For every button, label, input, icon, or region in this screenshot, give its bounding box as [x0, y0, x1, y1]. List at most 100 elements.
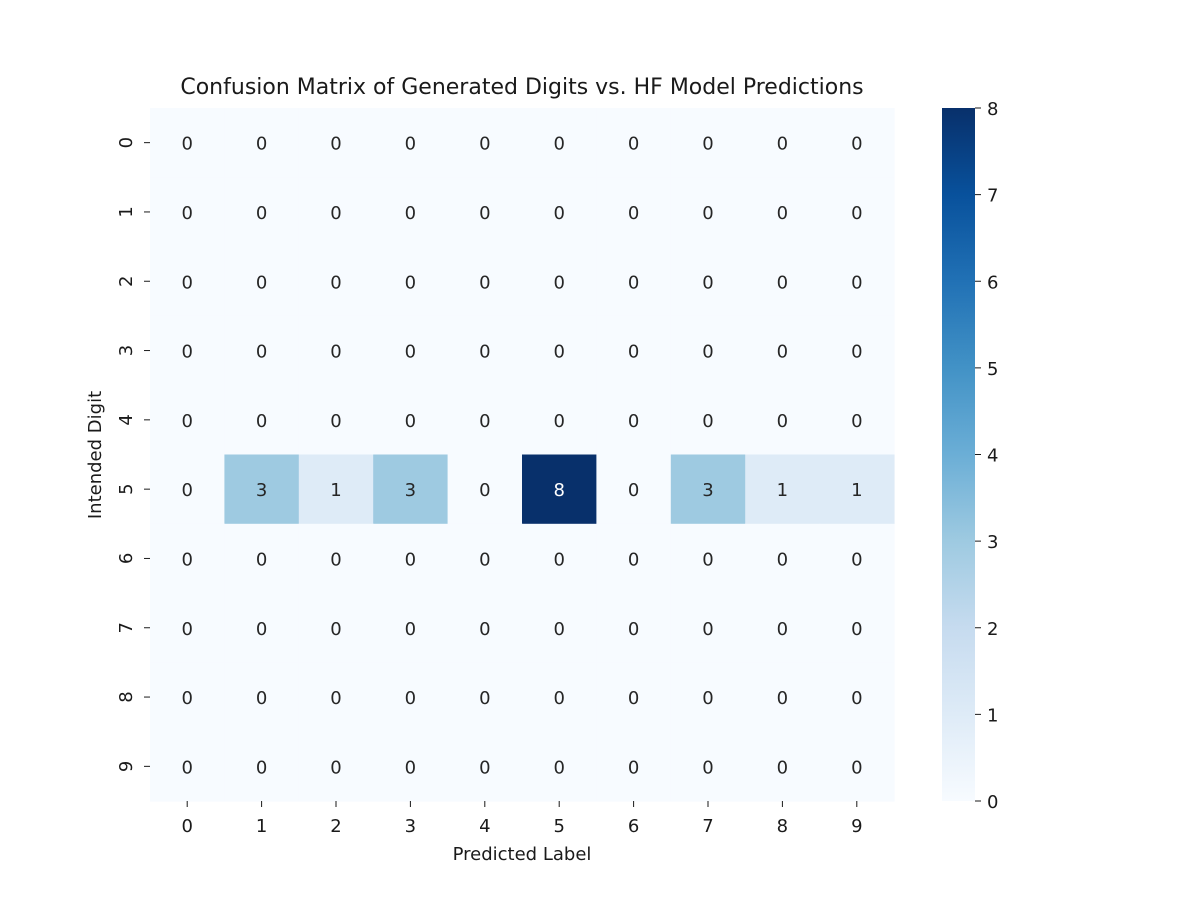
heatmap-cell	[819, 246, 895, 317]
heatmap-cell	[150, 593, 225, 663]
heatmap-cell	[447, 177, 523, 248]
cell-value-label: 0	[702, 619, 713, 640]
colorbar-tick-label: 5	[987, 359, 998, 380]
cell-value-label: 0	[181, 411, 192, 432]
cell-value-label: 3	[256, 480, 267, 501]
cell-value-label: 0	[256, 688, 267, 709]
heatmap-cell	[150, 731, 225, 802]
cell-value-label: 0	[405, 757, 416, 778]
heatmap-cell	[596, 662, 672, 733]
cell-value-label: 0	[479, 342, 490, 363]
cell-value-label: 0	[256, 411, 267, 432]
cell-value-label: 0	[702, 757, 713, 778]
heatmap-cell	[150, 662, 225, 733]
cell-value-label: 0	[479, 134, 490, 155]
cell-value-label: 0	[553, 549, 564, 570]
y-tick-label: 8	[116, 691, 137, 702]
heatmap-cell	[745, 177, 821, 248]
cell-value-label: 0	[851, 688, 862, 709]
cell-value-label: 0	[851, 549, 862, 570]
heatmap-cell	[745, 108, 821, 178]
heatmap-cell	[819, 315, 895, 386]
heatmap-cell	[298, 385, 374, 456]
heatmap-cell	[150, 177, 225, 248]
x-axis-label: Predicted Label	[453, 844, 592, 865]
cell-value-label: 0	[256, 342, 267, 363]
cell-value-label: 0	[777, 619, 788, 640]
heatmap-cell	[224, 731, 300, 802]
cell-value-label: 0	[553, 411, 564, 432]
heatmap-cell	[670, 315, 746, 386]
cell-value-label: 0	[851, 272, 862, 293]
cell-value-label: 0	[702, 411, 713, 432]
x-tick-label: 4	[479, 816, 490, 837]
heatmap-cell	[745, 454, 821, 525]
cell-value-label: 0	[851, 203, 862, 224]
cell-value-label: 0	[479, 688, 490, 709]
y-axis-label: Intended Digit	[85, 391, 106, 519]
cell-value-label: 0	[777, 549, 788, 570]
cell-value-label: 0	[479, 480, 490, 501]
heatmap-cell	[150, 108, 225, 178]
cell-value-label: 0	[777, 272, 788, 293]
cell-value-label: 0	[181, 203, 192, 224]
heatmap-cell	[522, 523, 597, 594]
colorbar-tick-label: 3	[987, 532, 998, 553]
heatmap-cell	[150, 454, 225, 525]
heatmap-cell	[596, 108, 672, 178]
cell-value-label: 0	[553, 272, 564, 293]
cell-value-label: 0	[479, 549, 490, 570]
heatmap-cell	[596, 315, 672, 386]
x-tick-label: 8	[777, 816, 788, 837]
y-tick-label: 5	[116, 483, 137, 494]
cell-value-label: 0	[553, 688, 564, 709]
heatmap-cell	[447, 315, 523, 386]
x-tick-label: 6	[628, 816, 639, 837]
colorbar-tick-label: 7	[987, 186, 998, 207]
heatmap-cell	[447, 454, 523, 525]
cell-value-label: 0	[181, 134, 192, 155]
cell-value-label: 0	[702, 272, 713, 293]
cell-value-label: 0	[851, 134, 862, 155]
heatmap-cell	[522, 385, 597, 456]
heatmap-cell	[522, 454, 597, 525]
cell-value-label: 0	[628, 342, 639, 363]
cell-value-label: 0	[330, 688, 341, 709]
y-axis-ticks: 0 1 2 3 4 5 6 7 8 9	[116, 137, 150, 772]
cell-value-label: 0	[702, 549, 713, 570]
heatmap-cell	[670, 662, 746, 733]
heatmap-cell	[373, 246, 449, 317]
heatmap-cell	[373, 108, 449, 178]
heatmap-cell	[670, 593, 746, 663]
heatmap-cell	[819, 108, 895, 178]
y-tick-label: 1	[116, 206, 137, 217]
heatmap-cell	[447, 246, 523, 317]
heatmap-cell	[745, 523, 821, 594]
heatmap-cell	[373, 454, 449, 525]
cell-value-label: 0	[181, 480, 192, 501]
heatmap-cell	[522, 731, 597, 802]
heatmap-cell	[819, 662, 895, 733]
heatmap-cell	[596, 177, 672, 248]
cell-value-label: 0	[330, 342, 341, 363]
colorbar-tick-label: 1	[987, 705, 998, 726]
x-tick-label: 3	[405, 816, 416, 837]
x-tick-label: 7	[702, 816, 713, 837]
heatmap-cell	[298, 731, 374, 802]
heatmap-cell	[819, 731, 895, 802]
heatmap-cell	[596, 593, 672, 663]
heatmap-cell	[745, 385, 821, 456]
x-tick-label: 0	[181, 816, 192, 837]
heatmap-cell	[373, 385, 449, 456]
cell-value-label: 0	[851, 342, 862, 363]
cell-value-label: 0	[702, 688, 713, 709]
cell-value-label: 0	[553, 757, 564, 778]
heatmap-cell	[150, 523, 225, 594]
y-tick-label: 2	[116, 276, 137, 287]
cell-value-label: 0	[777, 203, 788, 224]
cell-value-label: 0	[553, 619, 564, 640]
heatmap-cell	[150, 315, 225, 386]
cell-value-label: 0	[181, 272, 192, 293]
x-axis-ticks: 0 1 2 3 4 5 6 7 8 9	[181, 801, 863, 837]
